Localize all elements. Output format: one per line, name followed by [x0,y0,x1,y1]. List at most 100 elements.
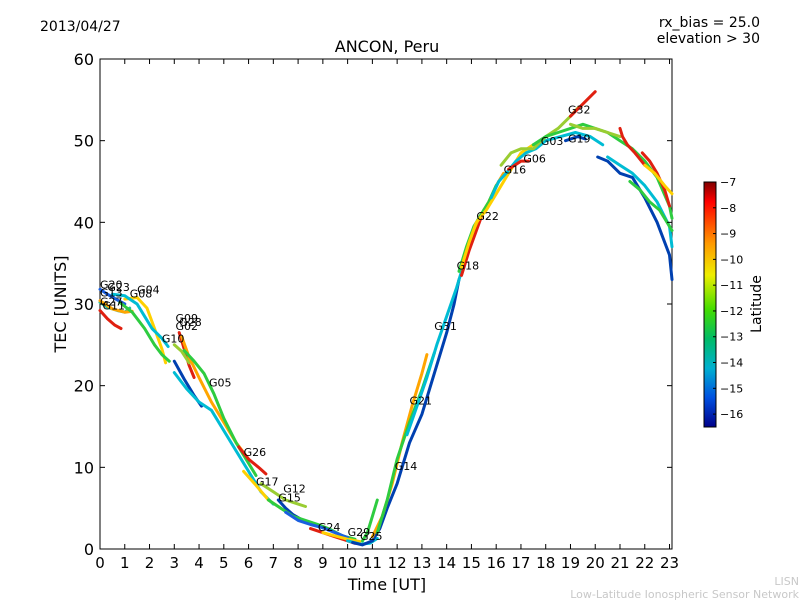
colorbar-tick-label: −11 [720,279,743,292]
prn-label: G02 [176,320,199,333]
chart-title: ANCON, Peru [335,37,439,56]
prn-label: G05 [209,377,232,390]
series-line-41 [640,151,671,208]
series-line-26 [405,261,466,437]
colorbar-ticks: −7 −8 −9 −10 −11 −12 −13 −14 −15 −16 [713,176,743,421]
x-tick-label: 3 [170,554,180,572]
prn-label: G09 [176,312,199,325]
prn-label: G22 [476,210,499,223]
x-tick-label: 2 [145,554,155,572]
plot-area [99,58,673,550]
series-line-13 [237,445,268,476]
prn-label: G23 [107,281,130,294]
colorbar-tick-label: −16 [720,408,743,421]
y-tick-label: 30 [74,295,94,314]
x-tick-label: 17 [511,554,530,572]
rx-bias-label: rx_bias = 25.0 [659,15,760,31]
prn-label: G08 [130,288,153,301]
prn-label: G06 [523,153,546,166]
footer-network-full: Low-Latitude Ionospheric Sensor Network [570,588,799,600]
y-tick-label: 0 [84,540,94,559]
colorbar [703,181,717,428]
x-tick-label: 15 [462,554,481,572]
prn-label: G11 [103,300,126,313]
prn-label: G24 [318,521,341,534]
prn-label: G13 [100,287,123,300]
prn-label: G14 [395,460,418,473]
prn-label: G28 [179,316,202,329]
prn-label: G03 [541,135,564,148]
prn-label: G12 [283,483,306,496]
series-line-15 [259,482,307,508]
prn-label: G29 [348,526,371,539]
series-line-32 [507,159,530,171]
prn-label: G32 [568,104,591,117]
y-axis: 0 10 20 30 40 50 60 [74,50,672,559]
x-tick-label: 10 [338,554,357,572]
x-tick-label: 5 [219,554,229,572]
prn-label: G18 [457,260,480,273]
colorbar-tick-label: −7 [720,176,736,189]
series-line-3 [98,299,134,314]
y-axis-label: TEC [UNITS] [51,256,70,354]
prn-label: G31 [434,320,457,333]
prn-label: G25 [360,530,383,543]
series-line-10 [182,349,258,477]
series-line-8 [172,343,191,365]
series-line-27 [460,208,486,277]
series-line-23 [361,498,379,543]
colorbar-tick-label: −12 [720,305,743,318]
colorbar-tick-label: −15 [720,382,743,395]
x-tick-label: 20 [586,554,605,572]
series-line-6 [118,300,171,363]
y-tick-label: 20 [74,377,94,396]
series-line-18 [284,510,350,540]
series-layer [98,90,674,547]
x-tick-label: 16 [487,554,506,572]
x-tick-label: 13 [412,554,431,572]
series-line-20 [321,531,362,544]
x-tick-label: 7 [269,554,279,572]
series-line-33 [499,106,580,167]
series-line-2 [98,309,123,330]
series-line-42 [643,163,674,196]
x-tick-label: 21 [610,554,629,572]
x-tick-label: 22 [635,554,654,572]
colorbar-tick-label: −13 [720,331,743,344]
x-tick-label: 0 [95,554,105,572]
y-tick-label: 10 [74,458,94,477]
x-tick-label: 1 [120,554,130,572]
colorbar-tick-label: −14 [720,357,743,370]
x-tick-label: 23 [660,554,679,572]
x-tick-label: 8 [293,554,303,572]
x-tick-label: 11 [363,554,382,572]
x-axis-label: Time [UT] [347,575,426,594]
colorbar-tick-label: −10 [720,253,743,266]
colorbar-label: Latitude [749,275,765,333]
x-tick-label: 18 [536,554,555,572]
prn-label: G17 [256,475,279,488]
series-line-37 [564,135,587,143]
prn-label: G19 [568,132,591,145]
colorbar-tick-label: −8 [720,202,736,215]
series-line-34 [569,90,597,118]
x-tick-label: 4 [194,554,204,572]
series-line-22 [351,278,461,547]
y-tick-label: 50 [74,132,94,151]
elevation-label: elevation > 30 [657,31,760,47]
x-tick-label: 12 [388,554,407,572]
prn-label: G21 [410,395,433,408]
footer-network-short: LISN [774,575,799,588]
date-label: 2013/04/27 [40,19,121,35]
x-tick-label: 9 [318,554,328,572]
prn-label: G20 [100,279,123,292]
prn-label: G10 [162,332,185,345]
x-tick-label: 6 [244,554,254,572]
x-axis: 0 1 2 3 4 5 6 7 8 9 10 11 12 13 14 15 16 17 18 19 20 21 22 23 [95,59,679,572]
colorbar-tick-label: −9 [720,228,736,241]
series-line-43 [628,180,674,232]
prn-label: G27 [100,296,123,309]
prn-label: G04 [137,283,160,296]
